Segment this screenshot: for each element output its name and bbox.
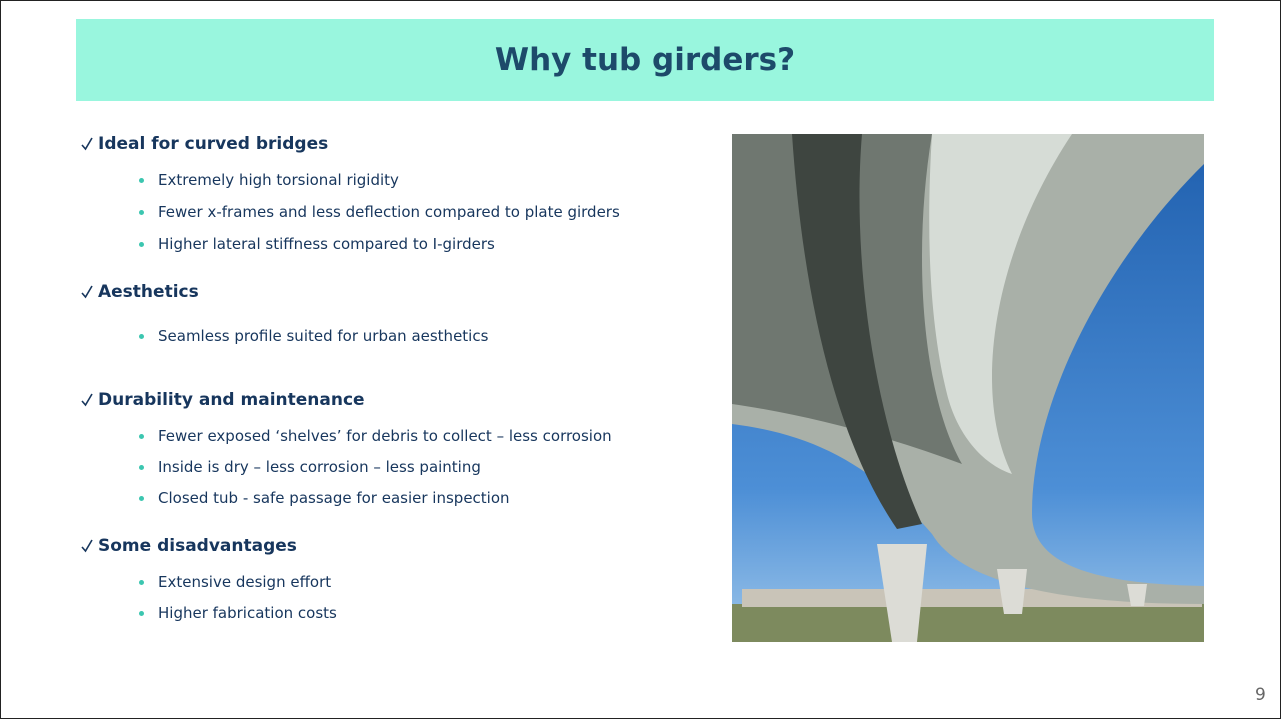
bridge-photo bbox=[732, 134, 1204, 642]
section-heading: Aesthetics bbox=[81, 282, 199, 302]
page-number: 9 bbox=[1255, 685, 1266, 705]
heading-text: Durability and maintenance bbox=[98, 390, 365, 410]
slide: Why tub girders? 9 Ideal for curved brid… bbox=[0, 0, 1281, 719]
check-icon bbox=[81, 539, 93, 553]
bullet-text: Fewer exposed ‘shelves’ for debris to co… bbox=[158, 427, 612, 445]
bullet-item: Extensive design effort bbox=[139, 573, 331, 591]
bullet-item: Fewer exposed ‘shelves’ for debris to co… bbox=[139, 427, 612, 445]
slide-title: Why tub girders? bbox=[495, 42, 795, 78]
bullet-text: Extremely high torsional rigidity bbox=[158, 171, 399, 189]
bullet-item: Inside is dry – less corrosion – less pa… bbox=[139, 458, 481, 476]
bullet-dot bbox=[139, 465, 144, 470]
check-icon bbox=[81, 285, 93, 299]
bullet-text: Higher fabrication costs bbox=[158, 604, 337, 622]
bullet-dot bbox=[139, 210, 144, 215]
bullet-text: Seamless profile suited for urban aesthe… bbox=[158, 327, 488, 345]
bullet-dot bbox=[139, 496, 144, 501]
bullet-dot bbox=[139, 611, 144, 616]
bullet-dot bbox=[139, 178, 144, 183]
bullet-text: Inside is dry – less corrosion – less pa… bbox=[158, 458, 481, 476]
section-heading: Ideal for curved bridges bbox=[81, 134, 328, 154]
bullet-text: Extensive design effort bbox=[158, 573, 331, 591]
bullet-item: Closed tub - safe passage for easier ins… bbox=[139, 489, 510, 507]
heading-text: Ideal for curved bridges bbox=[98, 134, 328, 154]
heading-text: Aesthetics bbox=[98, 282, 199, 302]
bullet-item: Seamless profile suited for urban aesthe… bbox=[139, 327, 488, 345]
check-icon bbox=[81, 393, 93, 407]
heading-text: Some disadvantages bbox=[98, 536, 297, 556]
section-heading: Durability and maintenance bbox=[81, 390, 365, 410]
bullet-dot bbox=[139, 242, 144, 247]
bullet-item: Higher fabrication costs bbox=[139, 604, 337, 622]
section-heading: Some disadvantages bbox=[81, 536, 297, 556]
title-bar: Why tub girders? bbox=[76, 19, 1214, 101]
bullet-dot bbox=[139, 434, 144, 439]
bullet-dot bbox=[139, 580, 144, 585]
bullet-text: Closed tub - safe passage for easier ins… bbox=[158, 489, 510, 507]
check-icon bbox=[81, 137, 93, 151]
bullet-item: Higher lateral stiffness compared to I-g… bbox=[139, 235, 495, 253]
bullet-item: Extremely high torsional rigidity bbox=[139, 171, 399, 189]
bullet-item: Fewer x-frames and less deflection compa… bbox=[139, 203, 620, 221]
bullet-text: Higher lateral stiffness compared to I-g… bbox=[158, 235, 495, 253]
bullet-text: Fewer x-frames and less deflection compa… bbox=[158, 203, 620, 221]
bullet-dot bbox=[139, 334, 144, 339]
